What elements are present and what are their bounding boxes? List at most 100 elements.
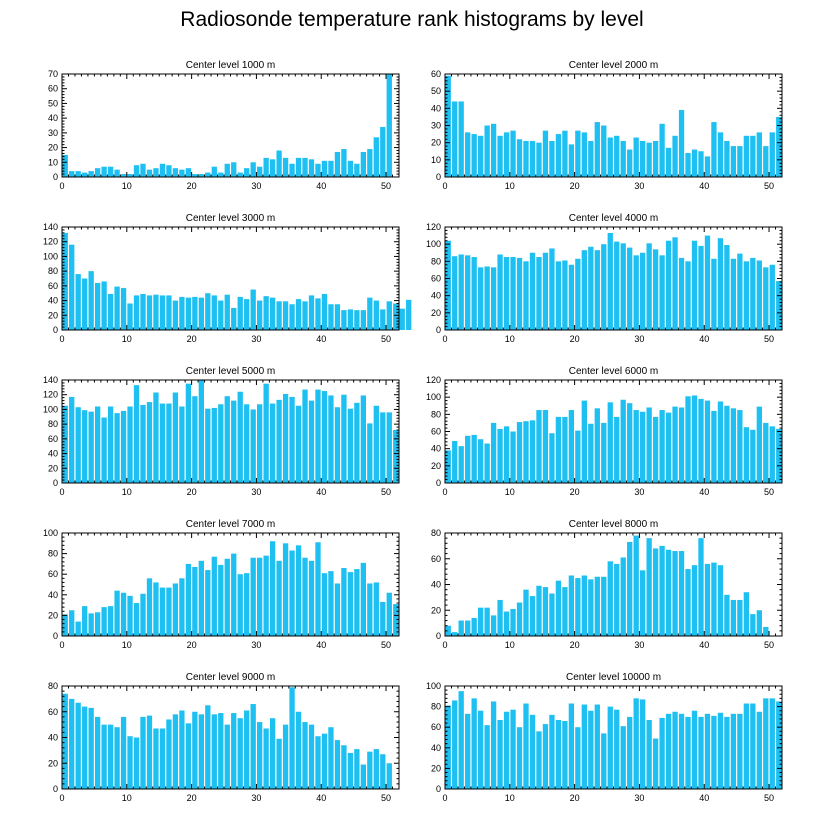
histogram-bar (549, 714, 555, 789)
histogram-bar (334, 304, 341, 330)
histogram-bar (75, 621, 81, 636)
histogram-bar (82, 706, 88, 789)
histogram-bar (393, 430, 399, 483)
histogram-bar (471, 257, 477, 330)
histogram-bar (497, 254, 503, 330)
histogram-bar (594, 250, 600, 330)
histogram-bar (295, 299, 302, 330)
histogram-bar (257, 300, 263, 330)
y-tick-label: 40 (431, 103, 441, 113)
histogram-bar (133, 165, 140, 177)
histogram-bar (607, 706, 613, 789)
histogram-bar (691, 710, 698, 789)
x-tick-label: 40 (699, 487, 709, 497)
histogram-bar (652, 738, 659, 789)
histogram-bar (373, 300, 379, 330)
histogram-bar (244, 710, 250, 789)
histogram-bar (756, 711, 762, 789)
histogram-bar (192, 174, 198, 177)
histogram-bar (231, 307, 237, 330)
histogram-bar (588, 140, 594, 177)
histogram-bar (503, 426, 510, 483)
histogram-bar (373, 405, 379, 483)
x-tick-label: 20 (187, 793, 197, 803)
histogram-bar (120, 716, 127, 789)
y-tick-label: 120 (43, 237, 58, 247)
x-tick-label: 40 (699, 181, 709, 191)
histogram-bar (737, 410, 743, 483)
histogram-bar (685, 716, 691, 789)
x-tick-label: 10 (122, 334, 132, 344)
histogram-bar (367, 583, 373, 636)
histogram-bar (575, 130, 581, 177)
panel-5: Center level 5000 m 0 10 20 30 40 50 0 20 40 60 80 1… (43, 366, 400, 497)
y-tick-label: 0 (436, 631, 441, 641)
histogram-bar (282, 157, 289, 177)
panel-title: Center level 1000 m (186, 60, 276, 71)
x-tick-label: 10 (122, 487, 132, 497)
histogram-bar (640, 699, 646, 789)
histogram-bar (114, 286, 120, 330)
x-tick-label: 30 (251, 640, 261, 650)
panel-8: Center level 8000 m 0 10 20 30 40 50 0 20 40 60 80 (431, 519, 783, 650)
x-tick-label: 10 (122, 793, 132, 803)
histogram-bar (659, 123, 665, 177)
histogram-bar (120, 592, 127, 636)
histogram-bar (503, 711, 510, 789)
histogram-bar (458, 446, 464, 483)
histogram-bar (704, 563, 711, 636)
y-tick-label: 40 (431, 580, 441, 590)
histogram-bar (769, 426, 775, 483)
panel-title: Center level 3000 m (186, 213, 276, 224)
histogram-bar (536, 142, 542, 177)
histogram-bar (691, 395, 698, 483)
x-tick-label: 0 (59, 181, 64, 191)
histogram-bar (308, 400, 315, 483)
histogram-bar (257, 557, 263, 636)
histogram-bar (69, 610, 75, 636)
histogram-bar (159, 403, 166, 483)
histogram-bar (717, 565, 724, 636)
histogram-bar (341, 394, 347, 483)
histogram-bar (224, 294, 230, 330)
histogram-bar (633, 535, 639, 636)
histogram-bar (289, 396, 295, 483)
histogram-bar (529, 714, 536, 789)
histogram-bar (633, 698, 639, 789)
histogram-bar (568, 264, 575, 330)
histogram-bar (685, 569, 691, 636)
histogram-bar (503, 611, 510, 636)
histogram-bar (198, 380, 204, 483)
panel-title: Center level 4000 m (569, 213, 659, 224)
histogram-bar (756, 610, 762, 636)
histogram-bar (302, 557, 308, 636)
histogram-bar (75, 171, 81, 177)
x-tick-label: 50 (381, 640, 391, 650)
histogram-bar (393, 604, 399, 636)
histogram-bar (75, 407, 81, 483)
histogram-bar (607, 561, 613, 636)
histogram-bar (257, 722, 263, 789)
histogram-bar (269, 297, 276, 330)
x-tick-label: 0 (59, 793, 64, 803)
histogram-bar (665, 549, 672, 636)
y-tick-label: 80 (431, 702, 441, 712)
histogram-bar (568, 703, 575, 789)
histogram-bar (575, 258, 581, 330)
histogram-bar (172, 300, 179, 330)
histogram-bar (386, 592, 392, 636)
histogram-bar (218, 172, 224, 177)
histogram-bar (594, 122, 600, 177)
histogram-bar (94, 282, 101, 330)
histogram-bar (640, 411, 646, 483)
histogram-bar (465, 255, 471, 330)
histogram-bar (75, 274, 81, 330)
histogram-bar (211, 556, 217, 636)
histogram-bar (730, 146, 737, 177)
histogram-bar (347, 160, 354, 177)
histogram-bar (276, 399, 282, 483)
histogram-bar (737, 146, 743, 177)
histogram-bar (114, 727, 120, 789)
histogram-bar (269, 718, 276, 789)
